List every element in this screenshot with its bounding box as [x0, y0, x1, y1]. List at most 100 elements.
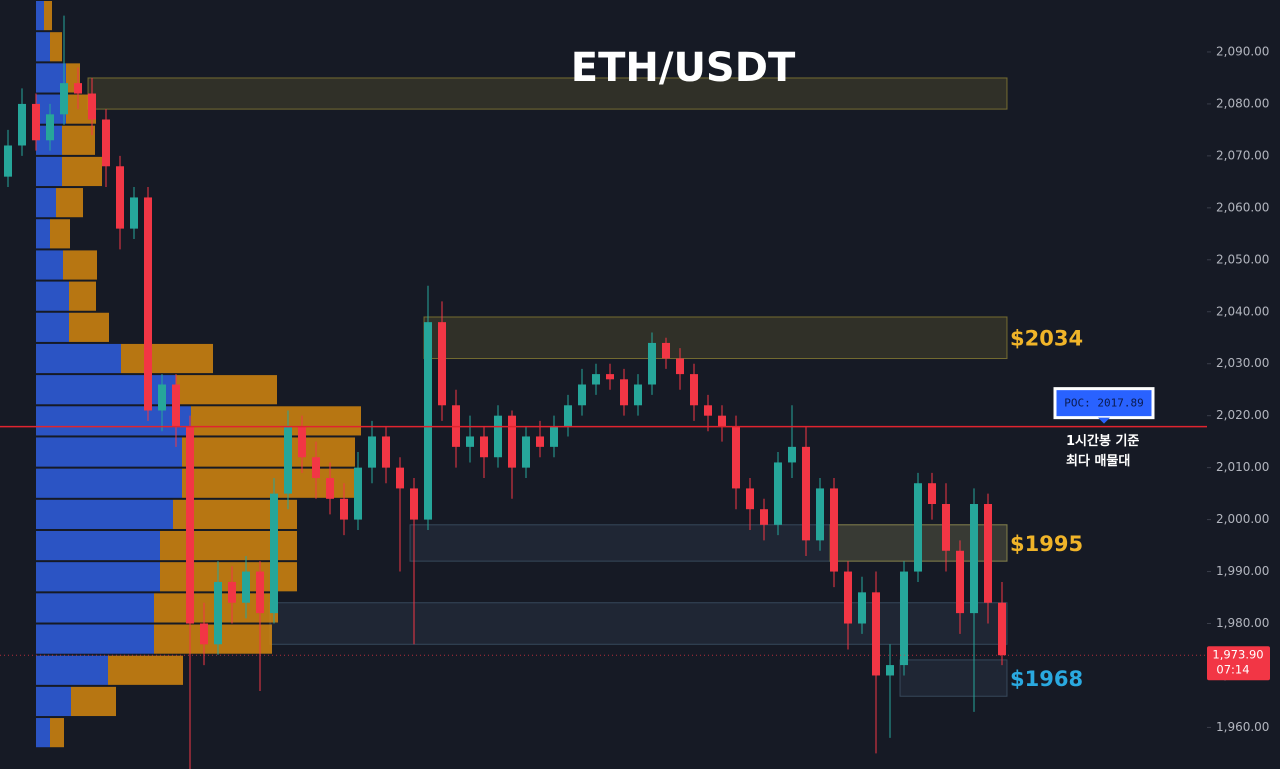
candle-body [508, 415, 516, 468]
volume-up [36, 499, 173, 529]
candle-body [144, 197, 152, 411]
candle-body [88, 93, 96, 120]
volume-up [36, 312, 69, 342]
candle-body [830, 488, 838, 572]
volume-up [36, 593, 154, 623]
poc-note: 최다 매물대 [1066, 453, 1130, 469]
volume-up [36, 156, 62, 187]
volume-up [36, 375, 176, 405]
candle-body [816, 488, 824, 541]
candle-body [368, 436, 376, 468]
candle-body [298, 426, 306, 458]
candle-body [186, 426, 194, 624]
candle-body [662, 342, 670, 359]
y-tick-label: 2,010.00 [1216, 460, 1269, 474]
candle-body [466, 436, 474, 447]
volume-down [154, 624, 272, 654]
candle-body [620, 379, 628, 406]
candle-body [312, 457, 320, 479]
candle-body [788, 446, 796, 463]
candle-body [592, 374, 600, 385]
volume-down [108, 655, 183, 685]
candles [4, 15, 1006, 769]
candle-body [326, 478, 334, 499]
volume-down [62, 156, 102, 187]
candle-body [102, 119, 110, 167]
candle-body [256, 571, 264, 614]
volume-up [36, 437, 182, 467]
y-tick-label: 2,030.00 [1216, 356, 1269, 370]
zone [409, 524, 1008, 562]
last-price-box [1207, 646, 1270, 681]
candle-body [858, 592, 866, 624]
zone [423, 316, 1008, 360]
candle-body [732, 426, 740, 489]
volume-down [63, 250, 97, 280]
candle-body [606, 374, 614, 380]
y-tick-label: 2,090.00 [1216, 44, 1269, 58]
volume-down [69, 281, 96, 311]
volume-up [36, 1, 44, 31]
candle-body [200, 623, 208, 645]
y-tick-label: 1,960.00 [1216, 720, 1269, 734]
candle-body [690, 374, 698, 406]
volume-up [36, 343, 121, 374]
candle-body [242, 571, 250, 603]
candle-body [774, 462, 782, 525]
candle-body [900, 571, 908, 666]
candle-body [746, 488, 754, 510]
volume-down [182, 437, 355, 467]
volume-up [36, 530, 160, 561]
candle-body [32, 103, 40, 141]
volume-down [62, 125, 95, 155]
poc-pointer [1098, 417, 1110, 424]
volume-up [36, 188, 56, 218]
overlays: 1,960.001,970.001,980.001,990.002,000.00… [0, 44, 1270, 734]
y-tick-label: 2,040.00 [1216, 304, 1269, 318]
last-price-label: 1,973.90 [1212, 648, 1263, 662]
candle-body [410, 488, 418, 520]
volume-down [71, 686, 116, 717]
zone-label: $1995 [1010, 532, 1083, 556]
volume-up [36, 718, 50, 748]
zone-label: $1968 [1010, 667, 1083, 691]
volume-up [36, 281, 69, 311]
candle-body [396, 467, 404, 489]
volume-down [50, 718, 64, 748]
candle-body [480, 436, 488, 458]
candle-body [718, 415, 726, 427]
volume-down [176, 375, 277, 405]
candle-body [956, 550, 964, 614]
candle-body [802, 446, 810, 541]
candle-body [942, 504, 950, 551]
candle-body [970, 504, 978, 614]
candle-body [424, 322, 432, 520]
volume-up [36, 250, 63, 280]
volume-down [44, 1, 52, 31]
y-tick-label: 2,020.00 [1216, 408, 1269, 422]
candle-body [74, 83, 82, 94]
y-tick-label: 2,000.00 [1216, 512, 1269, 526]
zone [87, 77, 1008, 110]
candle-body [46, 114, 54, 141]
candle-body [984, 504, 992, 603]
zones [87, 77, 1008, 697]
zone [899, 659, 1008, 697]
candle-body [18, 103, 26, 146]
candle-body [130, 197, 138, 229]
candle-body [284, 426, 292, 494]
candle-body [228, 581, 236, 603]
volume-up [36, 468, 182, 498]
volume-down [69, 312, 109, 342]
volume-down [121, 343, 213, 374]
candle-body [564, 405, 572, 427]
candle-body [270, 493, 278, 614]
candle-body [760, 509, 768, 525]
last-price-timer: 07:14 [1216, 663, 1249, 677]
candle-body [494, 415, 502, 458]
candle-body [60, 83, 68, 115]
candle-body [158, 384, 166, 411]
volume-down [50, 219, 70, 249]
volume-up [36, 655, 108, 685]
y-tick-label: 2,080.00 [1216, 96, 1269, 110]
